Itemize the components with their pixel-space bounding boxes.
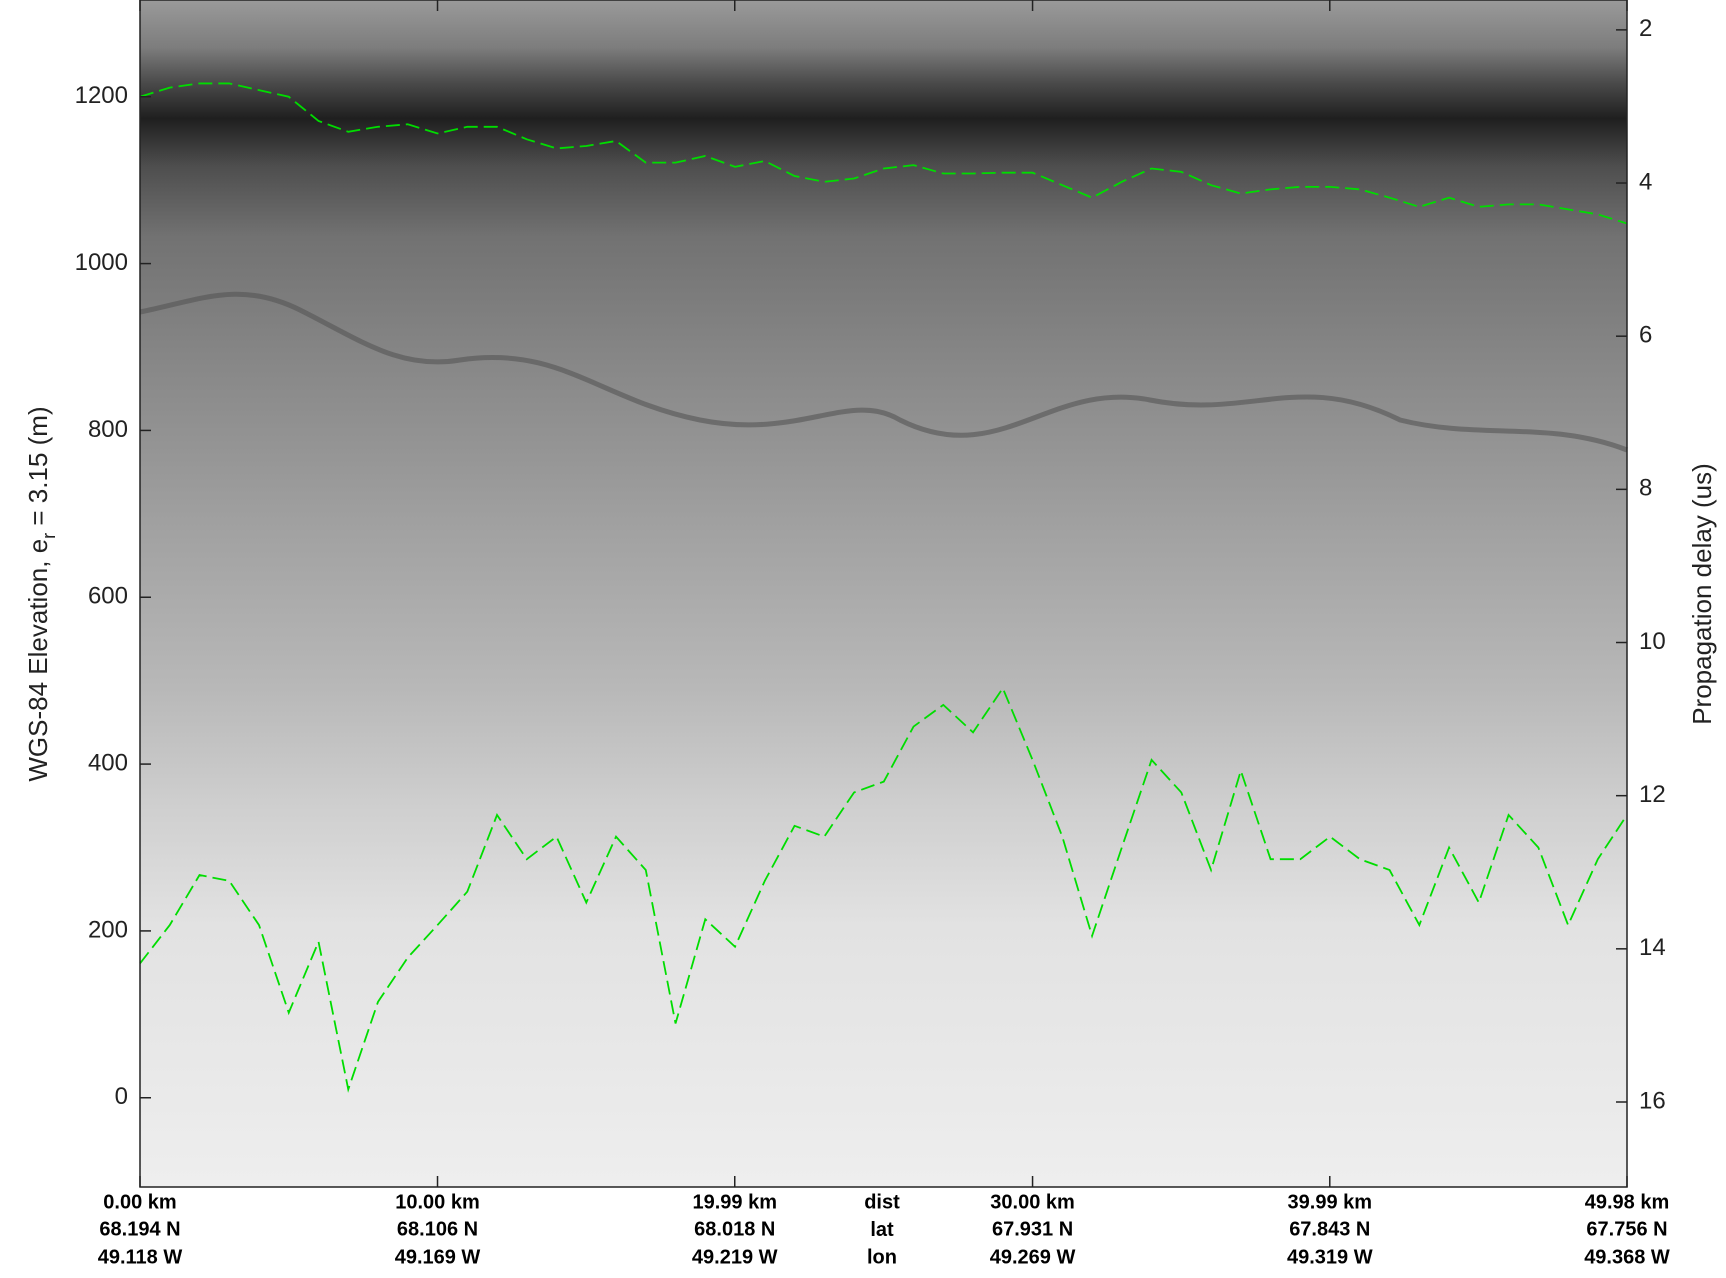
lat-label: 67.756 N <box>1586 1218 1667 1240</box>
y-tick-label: 1000 <box>75 249 128 276</box>
row-label: lon <box>867 1246 897 1268</box>
layer-pick-line <box>139 686 1628 1093</box>
x-tick-label: 39.99 km <box>1288 1191 1373 1213</box>
lat-label: 68.194 N <box>99 1218 180 1240</box>
lon-label: 49.219 W <box>692 1246 778 1268</box>
y-tick-label: 800 <box>88 416 128 443</box>
lat-label: 68.018 N <box>694 1218 775 1240</box>
y2-tick-label: 2 <box>1639 15 1652 42</box>
x-tick-label: 30.00 km <box>990 1191 1075 1213</box>
row-label: lat <box>870 1219 894 1241</box>
lon-label: 49.169 W <box>395 1246 481 1268</box>
layer-pick-line <box>139 82 1628 225</box>
lon-label: 49.368 W <box>1584 1246 1670 1268</box>
x-tick-label: 19.99 km <box>692 1191 777 1213</box>
internal-layer <box>139 291 1628 453</box>
y-title-part: WGS-84 Elevation, e <box>23 539 53 782</box>
x-tick-label: 10.00 km <box>395 1191 480 1213</box>
row-label: dist <box>864 1191 900 1213</box>
lat-label: 67.931 N <box>992 1218 1073 1240</box>
y-tick-label: 1200 <box>75 82 128 109</box>
y2-tick-label: 4 <box>1639 168 1652 195</box>
y2-tick-label: 10 <box>1639 628 1666 655</box>
y2-tick-label: 12 <box>1639 781 1666 808</box>
y2-tick-label: 8 <box>1639 475 1652 502</box>
x-tick-label: 0.00 km <box>103 1191 176 1213</box>
y-axis-title: WGS-84 Elevation, er = 3.15 (m) <box>23 406 59 781</box>
y2-tick-label: 14 <box>1639 934 1666 961</box>
y2-tick-label: 6 <box>1639 322 1652 349</box>
lon-label: 49.118 W <box>98 1246 183 1268</box>
y-tick-label: 200 <box>88 916 128 943</box>
y-tick-label: 600 <box>88 583 128 610</box>
y2-tick-label: 16 <box>1639 1087 1666 1114</box>
y-tick-label: 0 <box>115 1083 128 1110</box>
y2-axis-title: Propagation delay (us) <box>1687 463 1717 725</box>
lat-label: 67.843 N <box>1289 1218 1370 1240</box>
x-tick-label: 49.98 km <box>1585 1191 1670 1213</box>
plot-frame <box>139 0 1628 1188</box>
lon-label: 49.269 W <box>990 1246 1076 1268</box>
y-title-subscript: r <box>39 533 59 539</box>
echogram-image <box>140 0 1627 1187</box>
lat-label: 68.106 N <box>397 1218 478 1240</box>
y-title-part: = 3.15 (m) <box>23 406 53 532</box>
lon-label: 49.319 W <box>1287 1246 1373 1268</box>
plot-layer <box>139 82 1628 1093</box>
y-tick-label: 400 <box>88 749 128 776</box>
